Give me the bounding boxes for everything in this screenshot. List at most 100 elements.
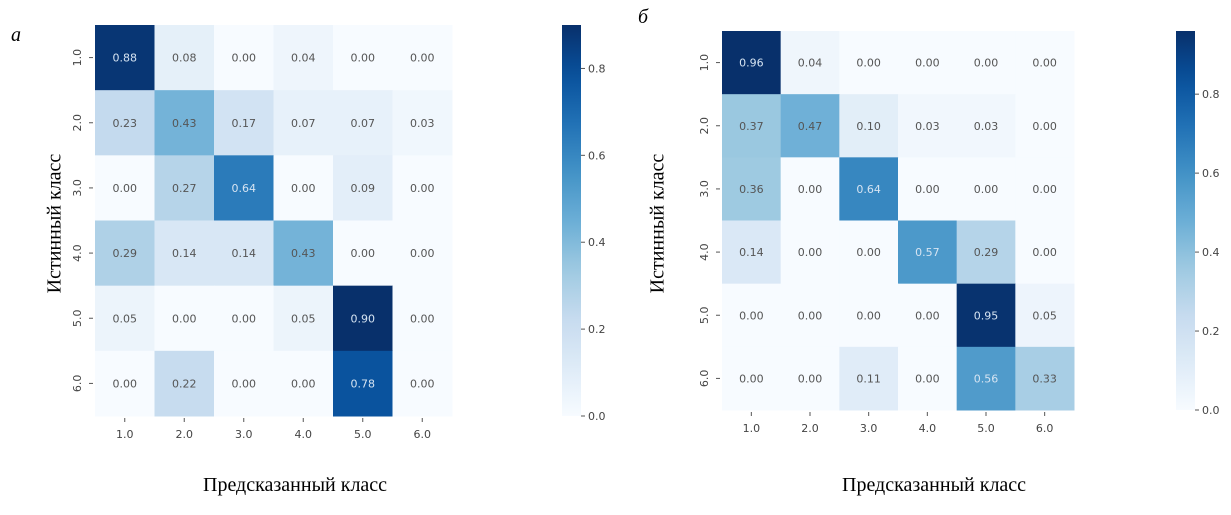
heatmap-cell: [722, 157, 782, 221]
cell-value-label: 0.22: [172, 377, 197, 390]
panel-label-b: б: [638, 6, 649, 28]
cell-value-label: 0.07: [351, 117, 376, 130]
heatmap-cell: [1015, 346, 1075, 411]
heatmap-cell: [956, 283, 1016, 348]
y-axis-label-a: Истинный класс: [43, 153, 66, 294]
heatmap-cell: [273, 90, 334, 156]
heatmap-cell: [273, 350, 334, 417]
heatmap-cell: [214, 25, 274, 91]
heatmap-cell: [780, 157, 840, 221]
heatmap-cell: [898, 346, 958, 411]
cell-value-label: 0.00: [739, 372, 764, 385]
cell-value-label: 0.05: [291, 312, 316, 325]
cell-value-label: 0.11: [856, 372, 881, 385]
cell-value-label: 0.00: [232, 312, 257, 325]
cell-value-label: 0.57: [915, 246, 940, 259]
cell-value-label: 0.47: [798, 120, 823, 133]
cell-value-label: 0.00: [856, 309, 881, 322]
cell-value-label: 0.05: [113, 312, 138, 325]
y-tick-label: 5.0: [71, 310, 84, 328]
heatmap-cell: [154, 220, 215, 287]
x-tick-label: 4.0: [919, 422, 937, 435]
y-tick-label: 5.0: [698, 307, 711, 325]
x-axis-label-b: Предсказанный класс: [842, 474, 1027, 496]
cell-value-label: 0.00: [410, 377, 435, 390]
cell-value-label: 0.00: [974, 183, 999, 196]
cell-value-label: 0.03: [974, 120, 999, 133]
cell-value-label: 0.00: [915, 183, 940, 196]
cell-value-label: 0.00: [856, 246, 881, 259]
heatmap-cell: [780, 31, 840, 95]
heatmap-cell: [722, 220, 782, 285]
cell-value-label: 0.64: [856, 183, 881, 196]
x-tick-label: 2.0: [801, 422, 819, 435]
heatmap-cell: [780, 283, 840, 348]
heatmap-cell: [392, 350, 453, 417]
heatmap-cell: [333, 25, 393, 91]
colorbar: [1176, 31, 1195, 410]
heatmap-cell: [780, 220, 840, 285]
cell-value-label: 0.10: [856, 120, 881, 133]
heatmap-cell: [214, 285, 274, 352]
y-tick-label: 3.0: [698, 180, 711, 198]
cell-value-label: 0.29: [974, 246, 999, 259]
y-axis-label-b: Истинный класс: [646, 153, 669, 294]
cell-value-label: 0.00: [113, 377, 138, 390]
heatmap-cell: [780, 346, 840, 411]
heatmap-cell: [273, 155, 334, 221]
heatmap-cell: [392, 220, 453, 287]
cell-value-label: 0.07: [291, 117, 316, 130]
panel-label-a: а: [11, 24, 21, 46]
cell-value-label: 0.43: [291, 247, 316, 260]
heatmap-cell: [839, 94, 899, 158]
heatmap-cell: [839, 283, 899, 348]
x-tick-label: 4.0: [295, 428, 313, 441]
heatmap-cell: [956, 94, 1016, 158]
cell-value-label: 0.14: [232, 247, 257, 260]
colorbar-tick-label: 0.0: [1202, 404, 1220, 417]
heatmap-cell: [1015, 220, 1075, 285]
heatmap-cell: [722, 94, 782, 158]
heatmap-cell: [154, 350, 215, 417]
x-tick-label: 5.0: [354, 428, 372, 441]
cell-value-label: 0.00: [410, 247, 435, 260]
y-tick-label: 6.0: [698, 370, 711, 388]
heatmap-cell: [839, 31, 899, 95]
heatmap-cell: [898, 157, 958, 221]
cell-value-label: 0.88: [113, 52, 138, 65]
cell-value-label: 0.03: [915, 120, 940, 133]
heatmap-cell: [780, 94, 840, 158]
heatmap-cell: [392, 155, 453, 221]
cell-value-label: 0.00: [798, 309, 823, 322]
cell-value-label: 0.00: [974, 57, 999, 70]
heatmap-cell: [214, 350, 274, 417]
colorbar-tick-label: 0.2: [588, 323, 606, 336]
heatmap-cell: [392, 285, 453, 352]
cell-value-label: 0.00: [798, 246, 823, 259]
cell-value-label: 0.00: [1032, 57, 1057, 70]
y-tick-label: 6.0: [71, 375, 84, 393]
heatmap-cell: [333, 285, 393, 352]
cell-value-label: 0.00: [1032, 120, 1057, 133]
x-axis-label-a: Предсказанный класс: [203, 474, 388, 496]
heatmap-cell: [154, 285, 215, 352]
colorbar-tick-label: 0.8: [1202, 88, 1220, 101]
heatmap-cell: [956, 220, 1016, 285]
cell-value-label: 0.00: [291, 377, 316, 390]
heatmap-b: 0.96 0.04 0.00 0.00 0.00 0.000.37 0.47 0.10 0.03…: [698, 31, 1220, 435]
y-tick-label: 2.0: [698, 117, 711, 135]
heatmap-cell: [333, 155, 393, 221]
heatmap-cell: [154, 155, 215, 221]
x-tick-label: 6.0: [414, 428, 432, 441]
y-tick-label: 4.0: [71, 244, 84, 261]
heatmap-cell: [898, 220, 958, 285]
cell-value-label: 0.05: [1032, 309, 1057, 322]
heatmap-cell: [898, 94, 958, 158]
y-tick-label: 1.0: [71, 49, 84, 66]
heatmap-cell: [95, 350, 155, 417]
colorbar-tick-label: 0.6: [1202, 167, 1220, 180]
heatmap-a: 0.88 0.08 0.00 0.04 0.00 0.00 0.23 0.43 0.17 0.07…: [71, 25, 606, 441]
y-tick-label: 1.0: [698, 54, 711, 71]
cell-value-label: 0.00: [291, 182, 316, 195]
cell-value-label: 0.00: [856, 57, 881, 70]
